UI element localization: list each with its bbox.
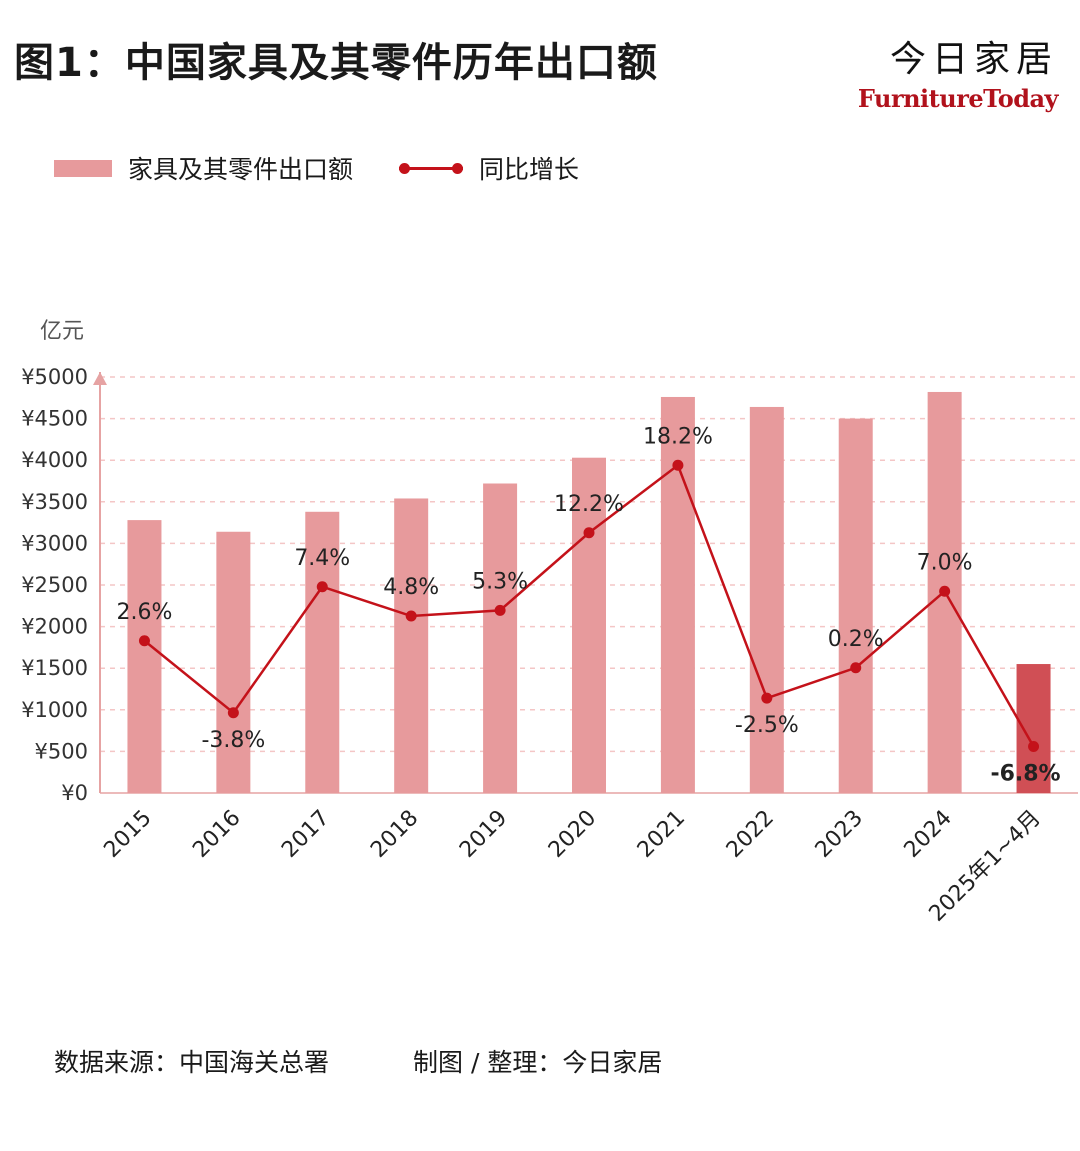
- x-tick-label: 2019: [455, 806, 512, 863]
- growth-data-label: -6.8%: [990, 762, 1060, 787]
- growth-point: [583, 527, 595, 539]
- y-tick-label: ¥0: [61, 781, 88, 805]
- x-tick-label: 2022: [722, 806, 779, 863]
- legend: 家具及其零件出口额 同比增长: [54, 150, 579, 186]
- x-tick-label: 2015: [99, 806, 156, 863]
- y-tick-label: ¥3000: [21, 531, 88, 555]
- brand-name-en: FurnitureToday: [857, 84, 1059, 113]
- legend-bar-swatch: [54, 159, 112, 177]
- y-tick-label: ¥1500: [21, 656, 88, 680]
- y-tick-label: ¥4000: [21, 448, 88, 472]
- x-tick-label: 2021: [633, 806, 690, 863]
- growth-data-label: -3.8%: [201, 728, 265, 753]
- y-tick-label: ¥500: [35, 739, 88, 763]
- growth-data-label: 4.8%: [383, 575, 439, 600]
- legend-bar-label: 家具及其零件出口额: [128, 155, 354, 184]
- growth-data-label: 7.0%: [917, 550, 973, 575]
- bar: [394, 498, 429, 793]
- bar: [305, 511, 340, 793]
- growth-point: [939, 585, 951, 597]
- growth-data-label: 5.3%: [472, 569, 528, 594]
- growth-point: [672, 459, 684, 471]
- x-tick-label: 2020: [544, 806, 601, 863]
- x-tick-label: 2018: [366, 806, 423, 863]
- growth-data-label: 12.2%: [554, 492, 624, 517]
- growth-data-label: 18.2%: [643, 424, 713, 449]
- chart-area: 亿元 ¥0 ¥500 ¥1000 ¥1500 ¥2000 ¥2500 ¥3000 ¥3500 ¥4…: [21, 319, 1078, 927]
- data-source: 数据来源：中国海关总署: [54, 1048, 330, 1077]
- brand-name-cn: 今日家居: [889, 39, 1058, 80]
- y-tick-label: ¥5000: [21, 365, 88, 389]
- bar: [572, 457, 606, 793]
- growth-point: [761, 692, 773, 704]
- growth-point: [227, 707, 239, 719]
- chart-credit: 制图 / 整理：今日家居: [413, 1048, 663, 1077]
- y-tick-label: ¥3500: [21, 490, 88, 514]
- growth-data-label: 7.4%: [294, 546, 350, 571]
- growth-data-label: 0.2%: [828, 627, 884, 652]
- bar: [127, 520, 162, 793]
- y-tick-label: ¥2500: [21, 573, 88, 597]
- y-axis-unit: 亿元: [40, 319, 84, 344]
- growth-data-label: -2.5%: [735, 713, 799, 738]
- growth-point: [1028, 741, 1040, 752]
- legend-line-label: 同比增长: [479, 155, 580, 184]
- growth-point: [316, 581, 328, 593]
- y-tick-label: ¥4500: [21, 407, 88, 431]
- bar: [660, 396, 695, 793]
- growth-point: [138, 635, 150, 647]
- y-tick-label: ¥2000: [21, 615, 88, 639]
- x-tick-label: 2023: [811, 806, 868, 863]
- growth-point: [850, 662, 862, 674]
- y-axis-arrow: [93, 372, 107, 385]
- x-tick-label: 2016: [188, 806, 245, 863]
- brand-logo: 今日家居 FurnitureToday: [857, 30, 1059, 113]
- legend-line-swatch: [399, 158, 464, 178]
- growth-point: [494, 604, 506, 616]
- footer: 数据来源：中国海关总署 制图 / 整理：今日家居: [54, 1043, 662, 1079]
- bar: [749, 406, 784, 793]
- chart-title: 图1：中国家具及其零件历年出口额: [14, 40, 658, 86]
- growth-data-label: 2.6%: [117, 600, 173, 625]
- y-tick-label: ¥1000: [21, 698, 88, 722]
- bar: [216, 531, 251, 793]
- growth-point: [405, 610, 417, 622]
- bar: [838, 418, 873, 793]
- bar: [483, 483, 518, 793]
- x-tick-label: 2017: [277, 806, 334, 863]
- x-tick-label: 2024: [900, 806, 957, 863]
